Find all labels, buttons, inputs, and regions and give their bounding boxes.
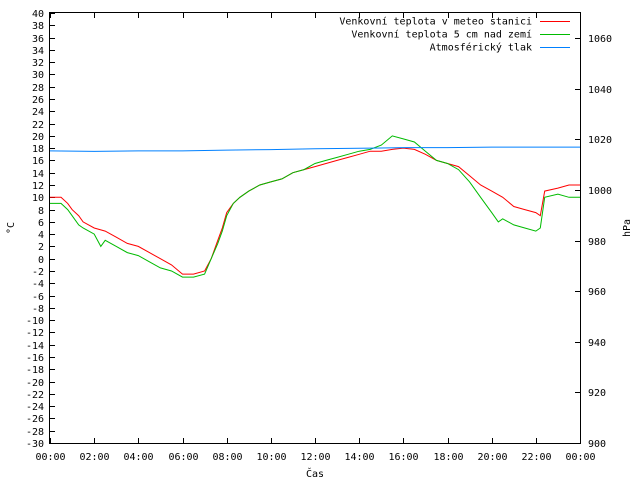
y-left-tick-label: 38 [32, 21, 44, 32]
y-left-tick-label: 8 [38, 206, 44, 217]
y-left-tick-label: 26 [32, 95, 44, 106]
y-left-tick-label: 20 [32, 132, 44, 143]
legend-label: Venkovní teplota 5 cm nad zemí [351, 29, 532, 41]
x-tick-label: 14:00 [344, 452, 374, 463]
y-left-tick-label: -30 [26, 439, 44, 450]
y-left-tick-label: -20 [26, 378, 44, 389]
y-left-tick-label: 36 [32, 34, 44, 45]
plot-frame [49, 12, 581, 444]
y-axis-right-label: hPa [622, 219, 633, 237]
x-tick-label: 20:00 [477, 452, 507, 463]
y-right-tick-label: 980 [588, 237, 606, 248]
x-tick-label: 12:00 [300, 452, 330, 463]
y-right-tick-label: 900 [588, 439, 606, 450]
y-left-tick-label: 40 [32, 9, 44, 20]
y-left-tick-label: 18 [32, 144, 44, 155]
y-right-tick-label: 920 [588, 388, 606, 399]
x-tick-label: 06:00 [168, 452, 198, 463]
series-line-1 [50, 147, 580, 275]
y-right-tick-label: 1040 [588, 85, 612, 96]
series-line-2 [50, 135, 580, 278]
y-left-tick-label: 32 [32, 58, 44, 69]
x-tick-label: 04:00 [123, 452, 153, 463]
y-left-tick-label: 28 [32, 83, 44, 94]
y-left-tick-label: -26 [26, 414, 44, 425]
x-tick-label: 08:00 [212, 452, 242, 463]
y-left-tick-label: 16 [32, 156, 44, 167]
y-left-tick-label: -24 [26, 402, 44, 413]
y-left-tick-label: -22 [26, 390, 44, 401]
y-left-tick-label: 0 [38, 255, 44, 266]
y-left-tick-label: 2 [38, 242, 44, 253]
ticks: -30-28-26-24-22-20-18-16-14-12-10-8-6-4-… [26, 9, 612, 463]
y-left-tick-label: 24 [32, 107, 44, 118]
y-right-tick-label: 1000 [588, 186, 612, 197]
x-axis-label: Čas [306, 467, 324, 480]
y-left-tick-label: -8 [32, 304, 44, 315]
x-tick-label: 16:00 [388, 452, 418, 463]
y-left-tick-label: 34 [32, 46, 44, 57]
y-axis-left-label: °C [6, 222, 17, 234]
x-tick-label: 02:00 [79, 452, 109, 463]
y-left-tick-label: -12 [26, 328, 44, 339]
y-left-tick-label: -16 [26, 353, 44, 364]
y-left-tick-label: -18 [26, 365, 44, 376]
y-left-tick-label: 10 [32, 193, 44, 204]
y-left-tick-label: 14 [32, 169, 44, 180]
y-left-tick-label: -4 [32, 279, 44, 290]
y-left-tick-label: 6 [38, 218, 44, 229]
legend: Venkovní teplota v meteo staniciVenkovní… [339, 16, 570, 54]
series-layer [49, 135, 580, 278]
y-right-tick-label: 960 [588, 287, 606, 298]
legend-label: Venkovní teplota v meteo stanici [339, 16, 532, 28]
y-right-tick-label: 1020 [588, 135, 612, 146]
y-left-tick-label: -6 [32, 292, 44, 303]
y-right-tick-label: 940 [588, 338, 606, 349]
x-tick-label: 18:00 [433, 452, 463, 463]
y-left-tick-label: -10 [26, 316, 44, 327]
x-tick-label: 10:00 [256, 452, 286, 463]
x-tick-label: 00:00 [565, 452, 595, 463]
series-line-3 [49, 146, 580, 152]
y-left-tick-label: 4 [38, 230, 44, 241]
y-left-tick-label: 12 [32, 181, 44, 192]
x-tick-label: 00:00 [35, 452, 65, 463]
y-left-tick-label: -2 [32, 267, 44, 278]
y-left-tick-label: 30 [32, 70, 44, 81]
y-left-tick-label: -14 [26, 341, 44, 352]
y-left-tick-label: -28 [26, 427, 44, 438]
y-right-tick-label: 1060 [588, 34, 612, 45]
legend-label: Atmosférický tlak [430, 42, 532, 54]
x-tick-label: 22:00 [521, 452, 551, 463]
y-left-tick-label: 22 [32, 120, 44, 131]
